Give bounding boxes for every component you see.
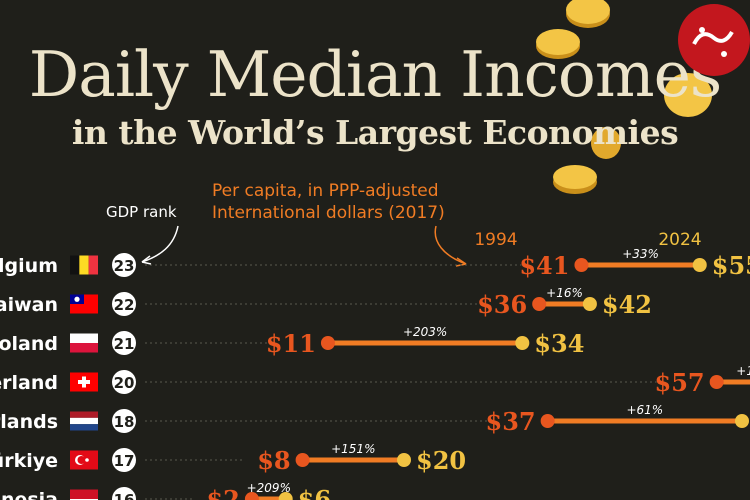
- gdp-rank-number: 21: [114, 335, 135, 353]
- start-value-label: $36: [477, 290, 527, 319]
- publisher-logo: [670, 0, 750, 80]
- start-dot: [295, 453, 310, 467]
- flag-icon: [70, 294, 98, 314]
- country-label: rlands: [0, 411, 58, 433]
- gdp-rank-badge: [112, 409, 136, 433]
- country-label: onesia: [0, 489, 58, 500]
- gdp-rank-badge: [112, 370, 136, 394]
- gdp-rank-badge: [112, 487, 136, 500]
- gdp-rank-arrow: [141, 225, 179, 263]
- change-label: +209%: [247, 481, 291, 495]
- gdp-rank-number: 23: [114, 257, 135, 275]
- gdp-rank-badge: [112, 253, 136, 277]
- end-dot: [692, 258, 707, 272]
- country-label: ürkiye: [0, 450, 58, 472]
- change-label: +203%: [403, 325, 447, 339]
- change-label: +61%: [626, 403, 663, 417]
- end-value-label: $55: [712, 251, 750, 280]
- gdp-rank-label: GDP rank: [106, 203, 177, 221]
- start-value-label: $37: [486, 407, 536, 436]
- end-value-label: $20: [416, 446, 466, 475]
- start-dot: [709, 375, 724, 389]
- gdp-rank-arrowhead: [141, 255, 152, 265]
- coins-decoration: [536, 0, 712, 194]
- publisher-logo-icon: [678, 4, 750, 76]
- unit-note-line-2: International dollars (2017): [212, 203, 445, 223]
- change-label: +15%: [736, 364, 750, 378]
- country-label: oland: [0, 333, 58, 355]
- coin-icon: [536, 29, 580, 59]
- country-label: aiwan: [0, 294, 58, 316]
- change-label: +16%: [546, 286, 583, 300]
- country-label: erland: [0, 372, 58, 394]
- flag-icon: [70, 372, 98, 392]
- start-value-label: $57: [655, 368, 705, 397]
- gdp-rank-number: 22: [114, 296, 135, 314]
- flag-icon: [70, 333, 98, 353]
- country-label: lgium: [0, 255, 58, 277]
- flag-icon: [70, 489, 98, 500]
- note-arrow: [434, 225, 467, 265]
- unit-note: Per capita, in PPP-adjusted Internationa…: [212, 180, 445, 224]
- start-value-label: $41: [519, 251, 569, 280]
- coin-icon: [566, 0, 610, 28]
- end-dot: [515, 336, 530, 350]
- gdp-rank-badge: [112, 448, 136, 472]
- end-value-label: $42: [602, 290, 652, 319]
- start-dot: [574, 258, 589, 272]
- start-value-label: $8: [257, 446, 290, 475]
- gdp-rank-badge: [112, 292, 136, 316]
- end-dot: [582, 297, 597, 311]
- start-value-label: $11: [266, 329, 316, 358]
- start-dot: [540, 414, 555, 428]
- change-label: +151%: [331, 442, 375, 456]
- coin-icon: [664, 73, 712, 117]
- end-dot: [397, 453, 411, 467]
- gdp-rank-number: 20: [114, 374, 135, 392]
- start-dot: [532, 297, 547, 311]
- coin-icon: [591, 127, 621, 159]
- year-end-label: 2024: [658, 230, 701, 250]
- end-dot: [735, 414, 749, 428]
- flag-icon: [70, 255, 98, 275]
- flag-icon: [70, 411, 98, 431]
- coin-icon: [553, 165, 597, 194]
- gdp-rank-number: 16: [114, 491, 135, 500]
- start-dot: [244, 492, 259, 500]
- start-value-label: $2: [206, 485, 239, 500]
- start-dot: [320, 336, 335, 350]
- end-value-label: $6: [298, 485, 331, 500]
- unit-note-line-1: Per capita, in PPP-adjusted: [212, 181, 439, 201]
- end-dot: [278, 492, 293, 500]
- gdp-rank-badge: [112, 331, 136, 355]
- flag-icon: [70, 450, 98, 470]
- end-value-label: $34: [534, 329, 584, 358]
- year-start-label: 1994: [474, 230, 517, 250]
- gdp-rank-number: 17: [114, 452, 135, 470]
- gdp-rank-number: 18: [114, 413, 135, 431]
- chart-title: Daily Median Incomes: [28, 38, 722, 111]
- chart-subtitle: in the World’s Largest Economies: [71, 113, 679, 152]
- change-label: +33%: [622, 247, 659, 261]
